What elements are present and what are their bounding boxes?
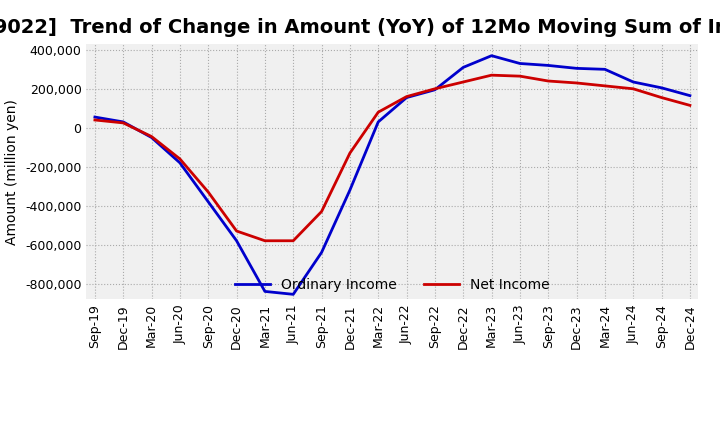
Net Income xyxy=(204,189,212,194)
Ordinary Income xyxy=(572,66,581,71)
Legend: Ordinary Income, Net Income: Ordinary Income, Net Income xyxy=(230,272,555,297)
Net Income xyxy=(572,81,581,86)
Ordinary Income xyxy=(487,53,496,59)
Ordinary Income xyxy=(657,85,666,91)
Net Income xyxy=(374,110,382,115)
Net Income xyxy=(431,86,439,92)
Ordinary Income xyxy=(233,238,241,243)
Ordinary Income xyxy=(431,87,439,92)
Net Income xyxy=(629,86,637,92)
Net Income xyxy=(119,120,127,125)
Title: [9022]  Trend of Change in Amount (YoY) of 12Mo Moving Sum of Incomes: [9022] Trend of Change in Amount (YoY) o… xyxy=(0,18,720,37)
Net Income xyxy=(261,238,269,243)
Net Income xyxy=(487,73,496,78)
Ordinary Income xyxy=(516,61,524,66)
Ordinary Income xyxy=(685,93,694,98)
Net Income xyxy=(600,83,609,88)
Ordinary Income xyxy=(402,95,411,100)
Net Income xyxy=(657,95,666,100)
Net Income xyxy=(176,156,184,161)
Net Income xyxy=(402,94,411,99)
Ordinary Income xyxy=(91,114,99,120)
Net Income xyxy=(459,79,467,84)
Net Income xyxy=(516,73,524,79)
Ordinary Income xyxy=(289,292,297,297)
Ordinary Income xyxy=(261,289,269,294)
Ordinary Income xyxy=(346,187,354,193)
Net Income xyxy=(233,228,241,234)
Net Income xyxy=(318,209,326,214)
Ordinary Income xyxy=(204,199,212,205)
Ordinary Income xyxy=(148,135,156,140)
Net Income xyxy=(289,238,297,243)
Net Income xyxy=(346,150,354,156)
Ordinary Income xyxy=(544,63,552,68)
Ordinary Income xyxy=(374,119,382,125)
Ordinary Income xyxy=(629,79,637,84)
Ordinary Income xyxy=(176,160,184,165)
Net Income xyxy=(91,117,99,123)
Line: Ordinary Income: Ordinary Income xyxy=(95,56,690,294)
Ordinary Income xyxy=(459,65,467,70)
Net Income xyxy=(685,103,694,108)
Line: Net Income: Net Income xyxy=(95,75,690,241)
Net Income xyxy=(148,134,156,139)
Y-axis label: Amount (million yen): Amount (million yen) xyxy=(6,99,19,245)
Ordinary Income xyxy=(318,250,326,255)
Net Income xyxy=(544,78,552,84)
Ordinary Income xyxy=(119,119,127,125)
Ordinary Income xyxy=(600,67,609,72)
